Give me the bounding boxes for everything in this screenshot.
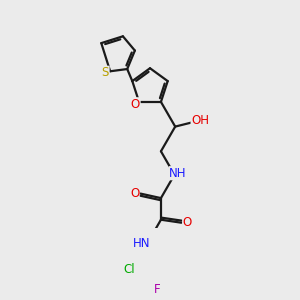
Text: F: F bbox=[154, 283, 160, 296]
Text: OH: OH bbox=[191, 114, 209, 127]
Text: NH: NH bbox=[169, 167, 187, 180]
Text: O: O bbox=[130, 187, 139, 200]
Text: HN: HN bbox=[133, 237, 151, 250]
Text: O: O bbox=[183, 216, 192, 229]
Text: O: O bbox=[131, 98, 140, 111]
Text: S: S bbox=[102, 66, 109, 79]
Text: Cl: Cl bbox=[123, 263, 135, 276]
